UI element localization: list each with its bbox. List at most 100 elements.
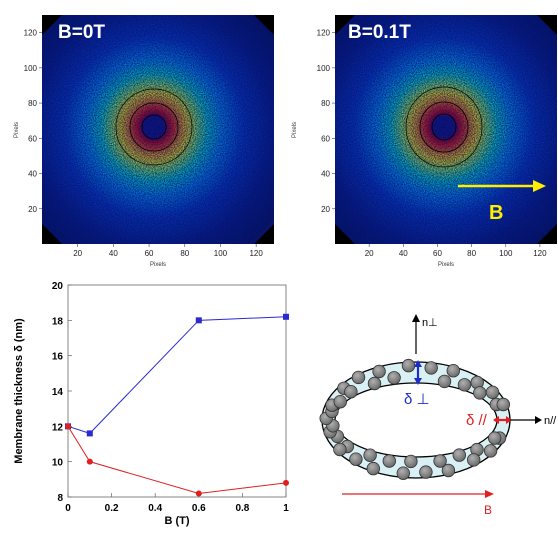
particle — [401, 358, 416, 373]
particle — [333, 395, 348, 409]
delta-perp-arrow-bottom — [414, 378, 422, 385]
chart-xtick-label: 1 — [283, 503, 289, 514]
left-map-ytick-label: 120 — [24, 29, 38, 38]
left-map-xtick-label: 60 — [145, 249, 154, 258]
particle — [349, 452, 363, 466]
chart-ytick-label: 10 — [52, 458, 64, 469]
field-arrow-label: B — [489, 202, 503, 224]
right-map-contour — [431, 113, 457, 141]
n-par-label: n// — [544, 415, 557, 427]
left-map-contour — [115, 88, 193, 166]
chart-ytick-label: 12 — [52, 422, 64, 433]
left-map-xtick-label: 40 — [109, 249, 118, 258]
particle — [433, 454, 447, 468]
left-map: B=0T 20 40 60 80 100 120 20 40 60 80 100 120 Pixels… — [14, 15, 274, 268]
particle — [404, 454, 418, 469]
series-1-point — [86, 430, 93, 437]
chart-xlabel: B (T) — [164, 515, 189, 527]
chart-xtick-label: 0.6 — [192, 503, 206, 514]
field-direction-arrow-head — [485, 490, 494, 498]
chart-xtick-label: 0.8 — [235, 503, 249, 514]
particle — [396, 466, 411, 480]
particle — [467, 453, 481, 467]
left-map-xtick-label: 80 — [180, 249, 189, 258]
chart-ytick-label: 14 — [52, 387, 64, 398]
right-map-xtick-label: 40 — [399, 249, 408, 258]
chart-ylabel: Membrane thickness δ (nm) — [13, 318, 25, 464]
series-2-point — [283, 479, 289, 486]
particle — [366, 461, 381, 476]
right-map-ylabel: Pixels — [292, 122, 298, 138]
right-map-ytick-label: 100 — [317, 64, 331, 73]
field-arrow-head — [533, 180, 546, 192]
left-map-corner — [42, 224, 62, 244]
particle — [344, 385, 358, 399]
chart-series — [65, 313, 289, 497]
particle — [483, 444, 498, 458]
left-map-corner — [254, 15, 274, 35]
delta-par-arrow-right — [506, 416, 512, 424]
particle — [424, 361, 438, 375]
left-map-xlabel: Pixels — [150, 262, 166, 268]
particle — [351, 370, 366, 385]
particle — [446, 364, 461, 378]
right-map-ytick-label: 80 — [321, 99, 330, 108]
left-map-ytick-label: 60 — [28, 134, 37, 143]
particle — [333, 442, 347, 457]
particle — [485, 385, 500, 400]
series-1-point — [283, 313, 289, 320]
right-map-corner — [537, 224, 557, 244]
particle — [441, 463, 456, 478]
right-map-corner — [335, 15, 355, 35]
left-map-corner — [254, 224, 274, 244]
left-map-label: B=0T — [58, 22, 105, 43]
particles — [319, 358, 511, 480]
particle — [363, 448, 377, 462]
right-map-ytick-label: 40 — [321, 170, 330, 179]
particle — [367, 376, 382, 391]
particle — [496, 397, 511, 412]
delta-perp-label: δ ⊥ — [404, 391, 430, 408]
right-map-ytick-label: 60 — [321, 134, 330, 143]
series-2-line — [67, 426, 287, 494]
right-map-xtick-label: 20 — [365, 249, 374, 258]
particle — [437, 374, 452, 389]
left-map-ylabel: Pixels — [14, 122, 20, 138]
right-map-corner — [335, 224, 355, 244]
chart-ytick-label: 8 — [57, 493, 63, 504]
left-map-xtick-label: 20 — [73, 249, 82, 258]
right-map-ytick-label: 120 — [317, 29, 331, 38]
right-map-contour — [419, 101, 469, 153]
left-map-ytick-label: 20 — [28, 205, 37, 214]
left-map-ytick-label: 40 — [28, 170, 37, 179]
right-map-xtick-label: 80 — [467, 249, 476, 258]
right-map-contour — [405, 86, 483, 168]
right-map-xtick-label: 100 — [499, 249, 513, 258]
vesicle-diagram: n⊥ δ ⊥ δ // n// B — [319, 314, 557, 517]
particle — [473, 386, 487, 400]
delta-par-arrow-left — [493, 416, 499, 424]
particle — [452, 448, 467, 462]
particle — [372, 364, 386, 379]
series-1-line — [67, 316, 287, 434]
n-perp-arrow-head — [412, 314, 420, 322]
particle — [419, 465, 433, 479]
series-1-point — [195, 317, 202, 324]
chart-ytick-label: 16 — [52, 352, 64, 363]
right-map: B=0.1T B 20 40 60 80 100 120 20 40 60 80 100 120 Pi… — [292, 15, 557, 268]
particle — [457, 378, 472, 392]
series-2-point — [195, 490, 202, 497]
particle — [387, 371, 401, 385]
delta-perp-arrow-top — [414, 360, 422, 367]
delta-par-label: δ // — [466, 412, 488, 429]
series-2-point — [65, 423, 71, 430]
particle — [382, 454, 397, 468]
chart-ytick-label: 20 — [52, 281, 64, 292]
left-map-contour — [129, 102, 179, 152]
right-map-corner — [537, 15, 557, 35]
left-map-xtick-label: 120 — [249, 249, 263, 258]
right-map-ticks: 20 40 60 80 100 120 20 40 60 80 100 120 — [317, 29, 548, 258]
right-map-xtick-label: 120 — [533, 249, 547, 258]
